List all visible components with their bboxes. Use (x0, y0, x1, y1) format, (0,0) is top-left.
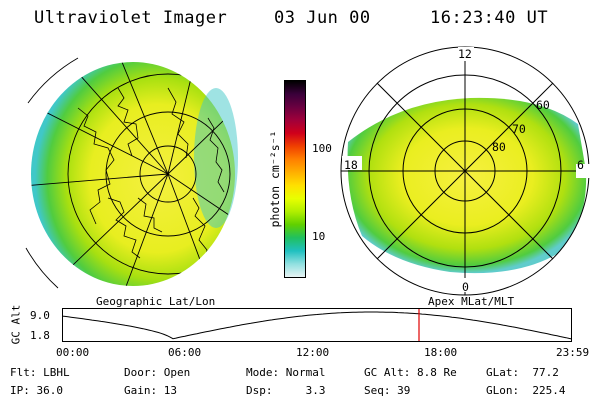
colorbar (284, 80, 306, 278)
info-glon: GLon: 225.4 (486, 384, 566, 397)
colorbar-unit-label: photon cm⁻²s⁻¹ (268, 130, 282, 228)
xtick-1200: 12:00 (296, 346, 330, 359)
info-seq: Seq: 39 (364, 384, 411, 397)
xtick-1800: 18:00 (424, 346, 458, 359)
geographic-caption: Geographic Lat/Lon (96, 295, 216, 308)
ytick-1-8: 1.8 (30, 329, 50, 342)
info-door: Door: Open (124, 366, 191, 379)
info-gc-alt: GC Alt: 8.8 Re (364, 366, 457, 379)
info-mode: Mode: Normal (246, 366, 326, 379)
xtick-0000: 00:00 (56, 346, 90, 359)
timeline-ylabel: GC Alt (9, 304, 23, 345)
mlat-label-70: 70 (512, 122, 526, 136)
info-glat: GLat: 77.2 (486, 366, 559, 379)
apex-caption: Apex MLat/MLT (428, 295, 515, 308)
geographic-image (25, 57, 238, 289)
time-label: 16:23:40 UT (430, 8, 549, 28)
date-label: 03 Jun 00 (274, 8, 371, 28)
apex-polar-plot (340, 46, 590, 296)
xtick-2359: 23:59 (556, 346, 590, 359)
colorbar-tick-100: 100 (312, 142, 332, 155)
colorbar-tick-10: 10 (312, 230, 326, 243)
mlt-label-12: 12 (458, 47, 472, 61)
info-flt: Flt: LBHL (10, 366, 70, 379)
xtick-0600: 06:00 (168, 346, 202, 359)
auroral-oval (347, 97, 587, 274)
geo-emission-disc (31, 62, 235, 286)
mlt-label-18: 18 (344, 158, 358, 172)
info-dsp: Dsp: 3.3 (246, 384, 326, 397)
info-gain: Gain: 13 (124, 384, 177, 397)
altitude-timeline (62, 308, 572, 342)
info-ip: IP: 36.0 (10, 384, 63, 397)
mlt-label-0: 0 (462, 280, 469, 294)
mlt-label-6: 6 (577, 158, 584, 172)
mlat-label-80: 80 (492, 140, 506, 154)
instrument-title: Ultraviolet Imager (34, 8, 228, 28)
mlat-label-60: 60 (536, 98, 550, 112)
ytick-9: 9.0 (30, 309, 50, 322)
